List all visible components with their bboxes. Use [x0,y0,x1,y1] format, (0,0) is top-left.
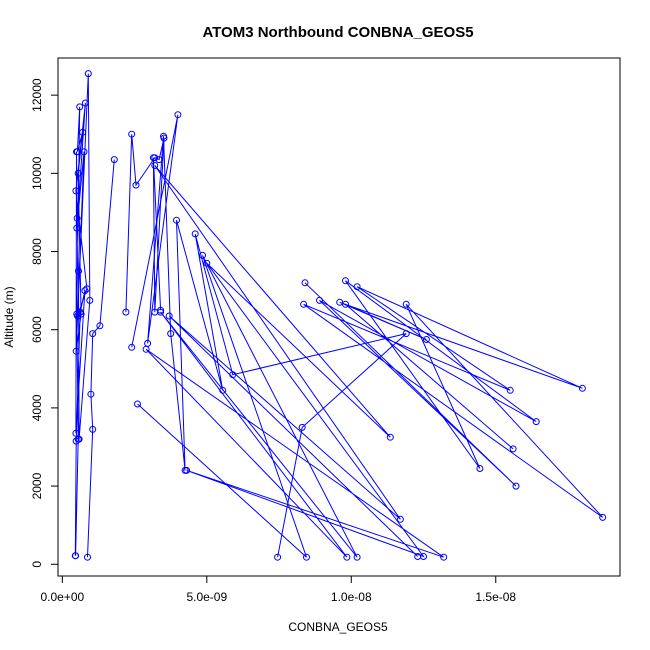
series-line-3 [125,134,165,313]
data-point [89,425,97,433]
data-point [506,386,514,394]
data-point [142,345,150,353]
data-point [80,148,88,156]
data-point [157,308,165,316]
data-point [476,465,484,472]
data-point [396,515,404,523]
x-tick-label: 1.5e-08 [475,590,516,604]
data-point [173,216,180,224]
series-layer [71,70,607,561]
y-tick-label: 8000 [30,238,44,265]
data-point [532,418,540,426]
series-line-2 [87,159,115,558]
data-point [191,230,199,238]
y-tick-label: 12000 [30,78,44,112]
data-point [174,111,182,119]
y-axis-label: Altitude (m) [2,286,16,347]
series-line-6 [303,280,604,518]
data-point [353,283,361,291]
data-point [72,187,80,195]
y-tick-label: 4000 [30,394,44,421]
series-line-4 [131,114,407,558]
data-point [87,390,95,398]
x-axis-label: CONBNA_GEOS5 [288,620,388,634]
x-tick-label: 5.0e-09 [186,590,227,604]
data-point [110,156,118,164]
data-point [167,330,175,338]
data-point [300,300,308,308]
data-point [301,279,309,287]
data-point [83,285,91,293]
data-point [84,70,92,78]
data-point [599,513,607,521]
data-point [578,384,586,392]
data-point [303,553,310,561]
y-tick-label: 0 [30,561,44,568]
data-point [157,306,165,314]
data-point [151,162,159,169]
data-point [76,103,84,111]
data-point [134,400,141,408]
data-point [84,553,91,561]
data-point [512,482,520,490]
data-point [73,148,80,156]
data-point [149,154,157,162]
data-point [81,99,89,107]
x-tick-label: 0.0e+00 [40,590,84,604]
data-point [128,343,136,351]
data-point [183,466,191,474]
data-point [71,552,79,560]
data-point [72,437,80,445]
data-point [74,169,82,177]
series-line-5 [137,165,444,558]
data-point [386,433,394,441]
data-point [422,336,430,343]
data-point [353,553,361,561]
data-point [86,296,94,304]
y-tick-label: 10000 [30,156,44,190]
y-tick-label: 6000 [30,316,44,343]
x-axis: 0.0e+00 5.0e-09 1.0e-08 1.5e-08 [40,575,516,604]
y-axis: 0 2000 4000 6000 8000 10000 12000 [30,78,59,568]
y-tick-label: 2000 [30,472,44,499]
data-point [402,300,410,308]
data-point [72,347,80,355]
data-point [160,132,167,140]
data-point [75,267,82,275]
data-point [440,553,448,561]
data-point [298,423,306,431]
data-point [72,429,80,437]
data-point [89,330,97,338]
data-point [73,224,81,232]
data-point [414,553,422,560]
data-point [128,130,136,138]
data-point [342,300,349,308]
data-point [343,553,351,561]
x-tick-label: 1.0e-08 [331,590,372,604]
data-point [165,312,173,320]
data-point [122,308,130,316]
data-point [73,214,81,222]
data-point [96,322,104,330]
plot-frame [57,57,621,577]
data-point [509,445,517,453]
data-point [316,296,323,304]
data-point [81,287,89,295]
data-point [199,251,206,259]
data-point [132,181,140,189]
data-point [203,259,211,267]
chart-title: ATOM3 Northbound CONBNA_GEOS5 [202,24,473,41]
data-point [342,277,349,285]
data-point [274,553,282,561]
data-point [76,308,84,316]
data-point [79,128,87,136]
